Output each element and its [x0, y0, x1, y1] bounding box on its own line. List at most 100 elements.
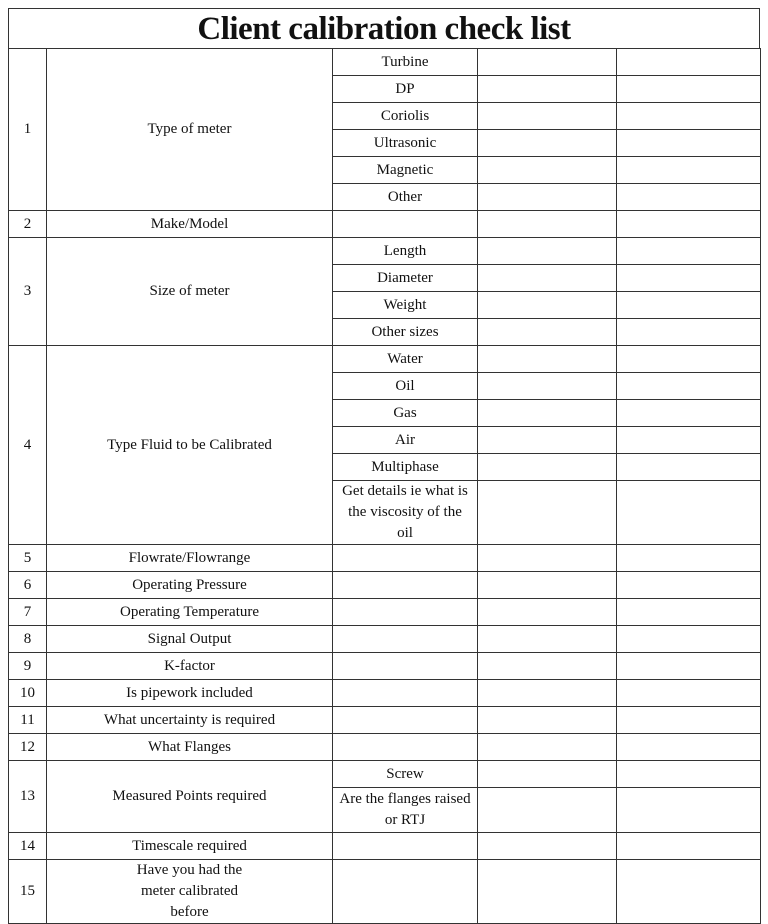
- answer-cell[interactable]: [477, 345, 617, 373]
- item-number: 15: [8, 859, 47, 924]
- answer-cell[interactable]: [616, 652, 761, 680]
- answer-cell[interactable]: [477, 859, 617, 924]
- answer-cell[interactable]: [477, 372, 617, 400]
- answer-cell[interactable]: [616, 345, 761, 373]
- item-number: 1: [8, 48, 47, 211]
- answer-cell[interactable]: [616, 625, 761, 653]
- answer-cell[interactable]: [616, 264, 761, 292]
- answer-cell[interactable]: [616, 399, 761, 427]
- item-number: 13: [8, 760, 47, 833]
- item-number: 4: [8, 345, 47, 545]
- answer-cell[interactable]: [477, 426, 617, 454]
- answer-cell[interactable]: [616, 48, 761, 76]
- answer-cell[interactable]: [477, 264, 617, 292]
- item-label: Type of meter: [46, 48, 333, 211]
- answer-cell[interactable]: [477, 571, 617, 599]
- answer-cell[interactable]: [477, 480, 617, 545]
- answer-cell[interactable]: [477, 733, 617, 761]
- option-cell: Oil: [332, 372, 478, 400]
- answer-cell[interactable]: [332, 832, 478, 860]
- answer-cell[interactable]: [332, 733, 478, 761]
- answer-cell[interactable]: [477, 75, 617, 103]
- option-cell: Magnetic: [332, 156, 478, 184]
- answer-cell[interactable]: [616, 787, 761, 833]
- answer-cell[interactable]: [616, 760, 761, 788]
- answer-cell[interactable]: [616, 733, 761, 761]
- answer-cell[interactable]: [477, 48, 617, 76]
- option-cell: Turbine: [332, 48, 478, 76]
- answer-cell[interactable]: [616, 102, 761, 130]
- item-number: 2: [8, 210, 47, 238]
- answer-cell[interactable]: [477, 453, 617, 481]
- answer-cell[interactable]: [477, 679, 617, 707]
- answer-cell[interactable]: [616, 372, 761, 400]
- answer-cell[interactable]: [616, 544, 761, 572]
- answer-cell[interactable]: [477, 183, 617, 211]
- answer-cell[interactable]: [477, 832, 617, 860]
- option-cell: Get details ie what is the viscosity of …: [332, 480, 478, 545]
- answer-cell[interactable]: [616, 156, 761, 184]
- item-label: Flowrate/Flowrange: [46, 544, 333, 572]
- answer-cell[interactable]: [477, 156, 617, 184]
- option-cell: Other: [332, 183, 478, 211]
- answer-cell[interactable]: [616, 859, 761, 924]
- item-label: Is pipework included: [46, 679, 333, 707]
- answer-cell[interactable]: [332, 679, 478, 707]
- table-row: 2 Make/Model: [8, 210, 761, 238]
- answer-cell[interactable]: [477, 129, 617, 157]
- table-row: 9 K-factor: [8, 652, 761, 680]
- answer-cell[interactable]: [332, 210, 478, 238]
- answer-cell[interactable]: [477, 291, 617, 319]
- answer-cell[interactable]: [332, 652, 478, 680]
- option-cell: Coriolis: [332, 102, 478, 130]
- answer-cell[interactable]: [477, 706, 617, 734]
- item-number: 8: [8, 625, 47, 653]
- option-cell: Air: [332, 426, 478, 454]
- answer-cell[interactable]: [332, 859, 478, 924]
- answer-cell[interactable]: [616, 598, 761, 626]
- answer-cell[interactable]: [616, 480, 761, 545]
- answer-cell[interactable]: [332, 598, 478, 626]
- option-cell: Diameter: [332, 264, 478, 292]
- item-label: Size of meter: [46, 237, 333, 346]
- answer-cell[interactable]: [616, 318, 761, 346]
- answer-cell[interactable]: [616, 291, 761, 319]
- answer-cell[interactable]: [616, 426, 761, 454]
- answer-cell[interactable]: [477, 760, 617, 788]
- answer-cell[interactable]: [332, 544, 478, 572]
- answer-cell[interactable]: [332, 706, 478, 734]
- answer-cell[interactable]: [616, 832, 761, 860]
- item-number: 10: [8, 679, 47, 707]
- answer-cell[interactable]: [616, 237, 761, 265]
- answer-cell[interactable]: [616, 75, 761, 103]
- answer-cell[interactable]: [477, 625, 617, 653]
- answer-cell[interactable]: [616, 129, 761, 157]
- item-number: 12: [8, 733, 47, 761]
- answer-cell[interactable]: [616, 183, 761, 211]
- table-row: Are the flanges raised or RTJ: [9, 787, 761, 833]
- answer-cell[interactable]: [477, 102, 617, 130]
- option-cell: Multiphase: [332, 453, 478, 481]
- option-cell: DP: [332, 75, 478, 103]
- answer-cell[interactable]: [477, 237, 617, 265]
- answer-cell[interactable]: [616, 210, 761, 238]
- answer-cell[interactable]: [616, 453, 761, 481]
- answer-cell[interactable]: [477, 318, 617, 346]
- option-cell: Gas: [332, 399, 478, 427]
- table-row: 10 Is pipework included: [8, 679, 761, 707]
- table-row: Air: [9, 426, 761, 454]
- answer-cell[interactable]: [616, 571, 761, 599]
- item-label: Timescale required: [46, 832, 333, 860]
- answer-cell[interactable]: [477, 787, 617, 833]
- answer-cell[interactable]: [477, 544, 617, 572]
- answer-cell[interactable]: [332, 625, 478, 653]
- answer-cell[interactable]: [477, 399, 617, 427]
- answer-cell[interactable]: [616, 706, 761, 734]
- item-label: Operating Temperature: [46, 598, 333, 626]
- answer-cell[interactable]: [616, 679, 761, 707]
- item-label: Type Fluid to be Calibrated: [46, 345, 333, 545]
- answer-cell[interactable]: [332, 571, 478, 599]
- answer-cell[interactable]: [477, 652, 617, 680]
- answer-cell[interactable]: [477, 210, 617, 238]
- answer-cell[interactable]: [477, 598, 617, 626]
